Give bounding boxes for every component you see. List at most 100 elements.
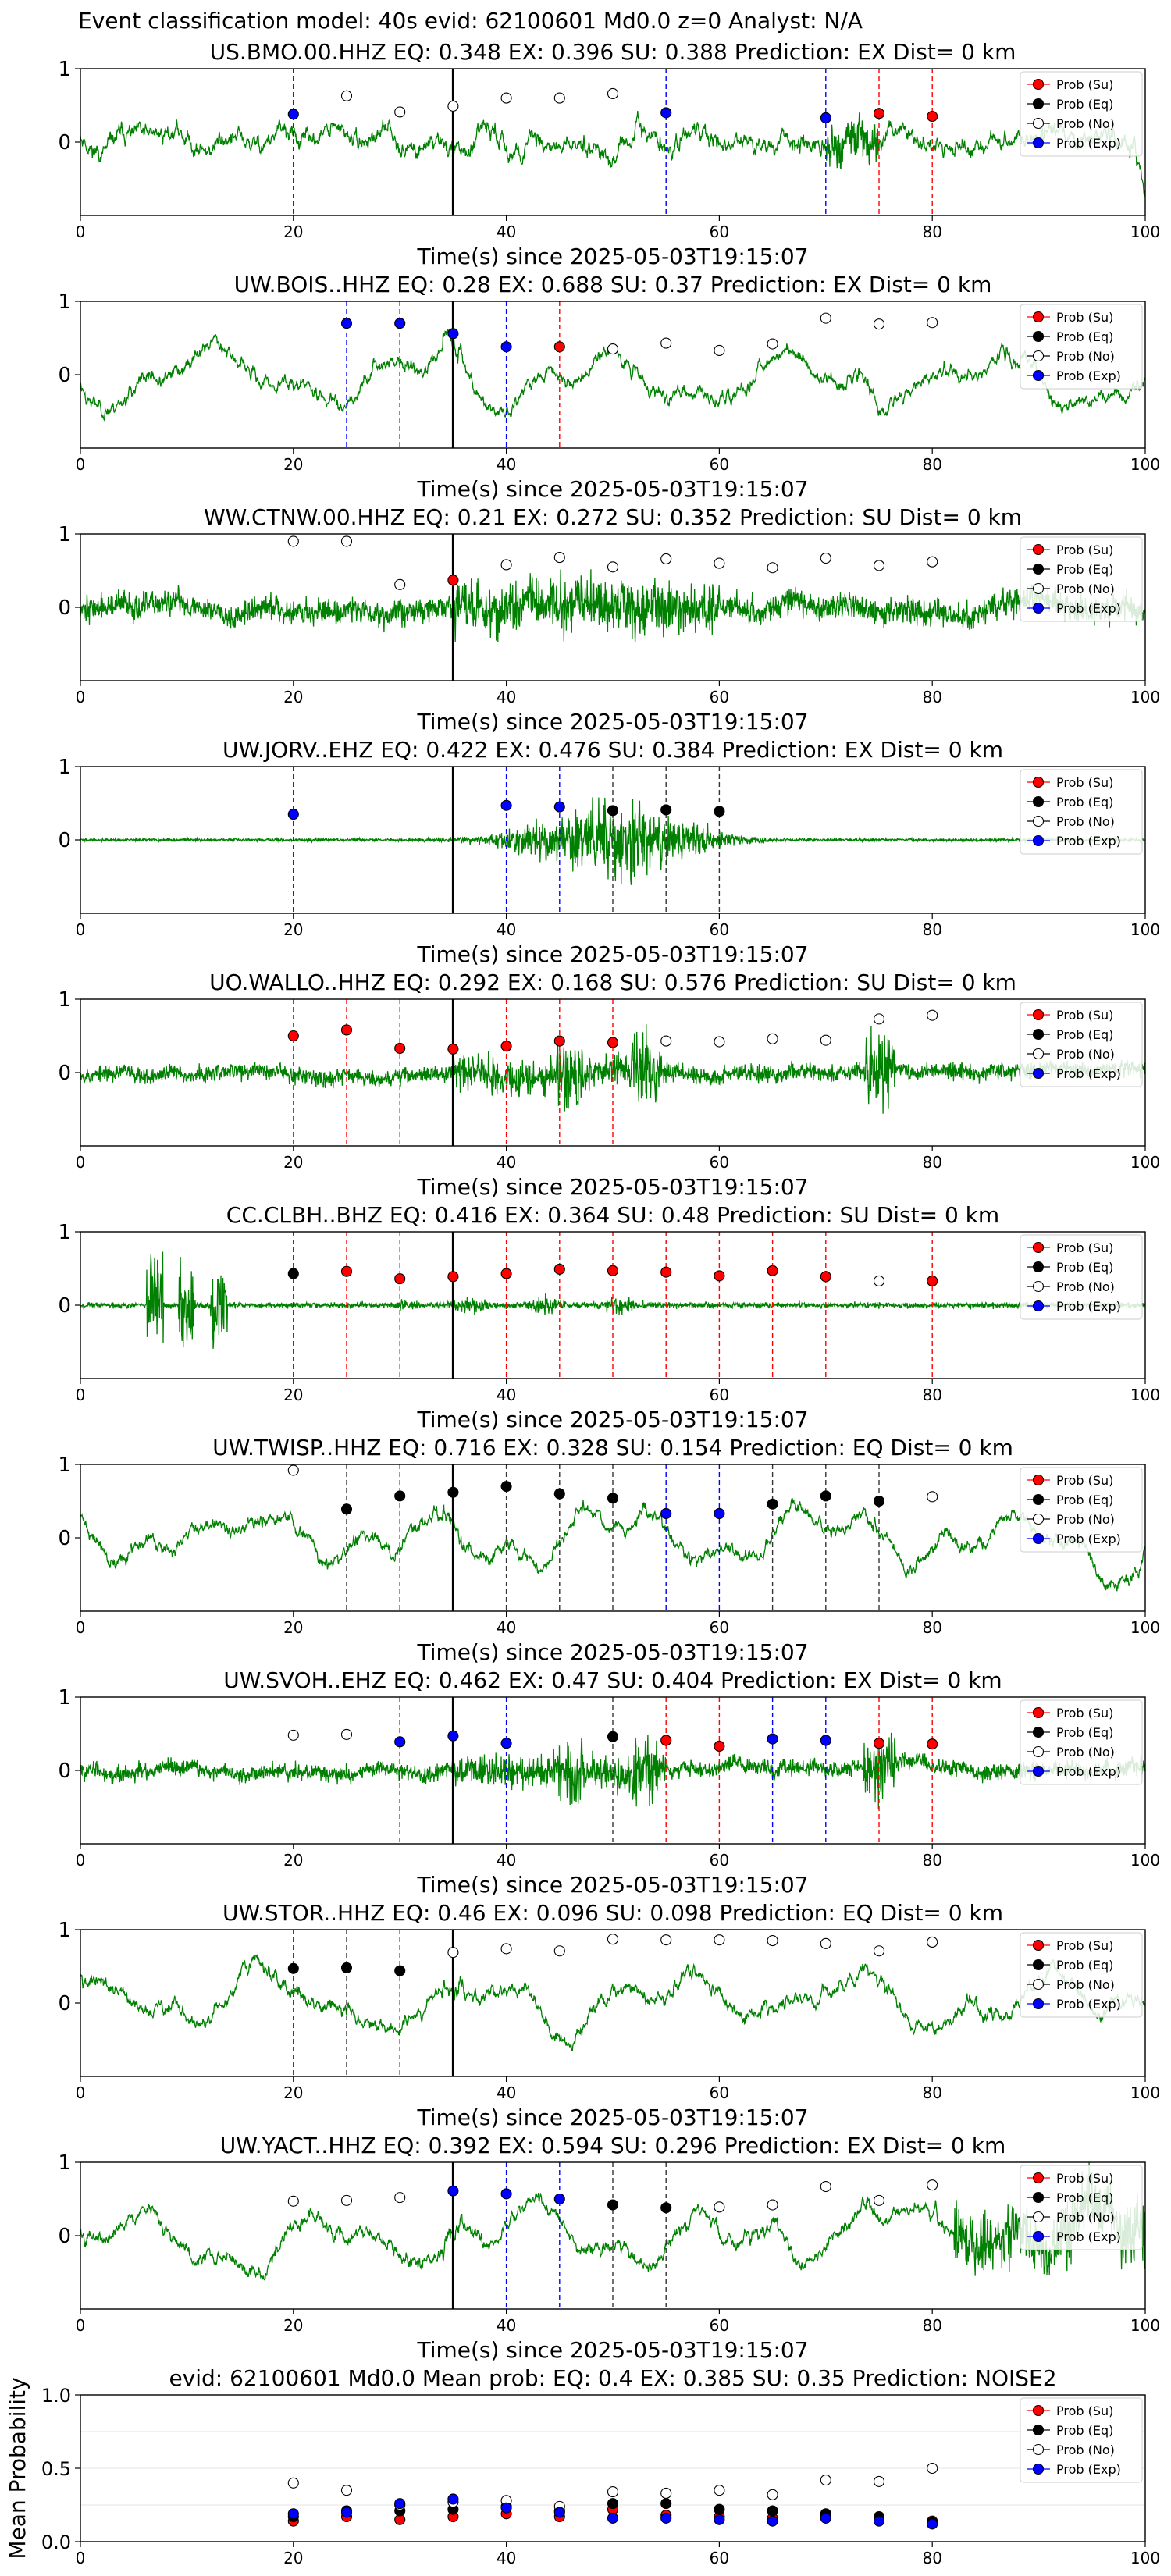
panel-6-x-tick-label: 100 (1130, 1386, 1160, 1404)
panel-1-legend-label-exp: Prob (Exp) (1056, 136, 1121, 151)
panel-11-x-tick-label: 60 (710, 2549, 729, 2567)
panel-7-prob-point-eq (500, 1481, 512, 1493)
panel-6-y-tick-label: 1 (58, 1221, 71, 1244)
panel-9-x-tick-label: 80 (922, 2083, 941, 2102)
panel-5-legend-label-exp: Prob (Exp) (1056, 1066, 1121, 1081)
panel-5-legend-marker-no (1032, 1048, 1045, 1060)
panel-4-x-tick-label: 80 (922, 920, 941, 939)
panel-4-legend-marker-eq (1032, 795, 1045, 808)
panel-7-prob-point-eq (553, 1488, 565, 1500)
panel-3-prob-point-no (873, 560, 885, 571)
panel-2-prob-point-no (767, 338, 778, 350)
panel-5-prob-point-no (767, 1033, 778, 1044)
panel-7-legend-marker-su (1032, 1474, 1045, 1486)
panel-8-prob-point-su (660, 1735, 672, 1746)
panel-7-prob-point-exp (660, 1507, 672, 1520)
panel-1-prob-point-no (500, 92, 512, 104)
panel-8-xlabel: Time(s) since 2025-05-03T19:15:07 (416, 1872, 808, 1898)
panel-11-x-tick-label: 20 (283, 2549, 303, 2567)
panel-4-legend-marker-exp (1032, 834, 1045, 847)
panel-9-legend-label-eq: Prob (Eq) (1056, 1958, 1113, 1973)
panel-8-prob-point-su (873, 1738, 885, 1749)
panel-7-x-tick-label: 20 (283, 1618, 303, 1637)
panel-9: UW.STOR..HHZ EQ: 0.46 EX: 0.096 SU: 0.09… (58, 1900, 1160, 2130)
panel-9-prob-point-eq (287, 1962, 299, 1974)
panel-11-prob-point-exp (820, 2512, 831, 2524)
panel-1: US.BMO.00.HHZ EQ: 0.348 EX: 0.396 SU: 0.… (58, 39, 1160, 269)
panel-8-legend-marker-no (1032, 1745, 1045, 1758)
panel-11-x-tick-label: 80 (922, 2549, 941, 2567)
panel-3-prob-point-no (287, 535, 299, 547)
panel-10-x-tick-label: 0 (76, 2316, 86, 2335)
panel-6-legend-label-eq: Prob (Eq) (1056, 1260, 1113, 1275)
panel-2-x-tick-label: 80 (922, 455, 941, 474)
panel-2-prob-point-no (873, 318, 885, 330)
panel-6-xlabel: Time(s) since 2025-05-03T19:15:07 (416, 1407, 808, 1432)
panel-1-prob-point-exp (820, 112, 831, 124)
panel-9-legend-label-no: Prob (No) (1056, 1977, 1115, 1992)
panel-11-prob-point-exp (714, 2514, 725, 2525)
panel-6-prob-point-su (340, 1265, 353, 1277)
panel-11-prob-point-exp (660, 2512, 672, 2524)
panel-11-legend-marker-su (1032, 2404, 1045, 2417)
panel-3-legend-label-eq: Prob (Eq) (1056, 562, 1113, 577)
panel-10-xlabel: Time(s) since 2025-05-03T19:15:07 (416, 2337, 808, 2363)
panel-1-x-tick-label: 40 (497, 222, 516, 241)
panel-11-legend-label-eq: Prob (Eq) (1056, 2423, 1113, 2438)
panel-1-y-tick-label: 0 (58, 131, 71, 155)
panel-10-x-tick-label: 60 (710, 2316, 729, 2335)
panel-8-prob-point-eq (607, 1731, 619, 1742)
panel-11-x-tick-label: 40 (497, 2549, 516, 2567)
panel-6-prob-point-su (553, 1263, 565, 1275)
panel-6-legend-label-su: Prob (Su) (1056, 1240, 1113, 1255)
panel-9-prob-point-no (820, 1937, 831, 1949)
panel-4-legend-marker-su (1032, 776, 1045, 788)
panel-1-title: US.BMO.00.HHZ EQ: 0.348 EX: 0.396 SU: 0.… (210, 39, 1016, 65)
panel-5: UO.WALLO..HHZ EQ: 0.292 EX: 0.168 SU: 0.… (58, 970, 1160, 1200)
panel-3-prob-point-no (500, 559, 512, 571)
panel-10-prob-point-no (873, 2194, 885, 2206)
panel-10-y-tick-label: 0 (58, 2225, 71, 2248)
panel-6-prob-point-su (927, 1275, 938, 1287)
panel-10-x-tick-label: 40 (497, 2316, 516, 2335)
panel-10-prob-point-no (714, 2201, 725, 2213)
panel-5-title: UO.WALLO..HHZ EQ: 0.292 EX: 0.168 SU: 0.… (209, 970, 1016, 995)
panel-11-prob-point-exp (553, 2507, 565, 2518)
panel-2-prob-point-exp (500, 341, 512, 353)
panel-1-prob-point-su (927, 111, 938, 123)
panel-8-legend-label-su: Prob (Su) (1056, 1706, 1113, 1720)
panel-2-xlabel: Time(s) since 2025-05-03T19:15:07 (416, 476, 808, 502)
panel-10-prob-point-no (927, 2179, 938, 2191)
panel-8-y-tick-label: 0 (58, 1759, 71, 1783)
panel-11-y-tick-label: 1.0 (41, 2385, 71, 2407)
panel-11-prob-point-exp (927, 2518, 938, 2530)
panel-2-prob-point-no (927, 317, 938, 329)
panel-8: UW.SVOH..EHZ EQ: 0.462 EX: 0.47 SU: 0.40… (58, 1667, 1160, 1898)
panel-9-prob-point-no (767, 1935, 778, 1947)
panel-10-prob-point-eq (660, 2202, 672, 2214)
panel-8-prob-point-su (927, 1738, 938, 1750)
panel-2-x-tick-label: 20 (283, 455, 303, 474)
panel-5-xlabel: Time(s) since 2025-05-03T19:15:07 (416, 1174, 808, 1200)
panel-5-prob-point-su (394, 1042, 406, 1055)
panel-5-waveform (80, 1024, 1146, 1114)
panel-4-prob-point-eq (714, 806, 725, 817)
panel-3-legend-marker-no (1032, 582, 1045, 595)
panel-4-x-tick-label: 100 (1130, 920, 1160, 939)
panel-2-prob-point-no (660, 337, 672, 349)
panel-10-legend-marker-su (1032, 2172, 1045, 2184)
panel-10-y-tick-label: 1 (58, 2151, 71, 2175)
panel-1-prob-point-su (873, 108, 885, 119)
panel-5-legend-box (1020, 1002, 1143, 1087)
panel-7-title: UW.TWISP..HHZ EQ: 0.716 EX: 0.328 SU: 0.… (212, 1435, 1013, 1461)
panel-6-prob-point-su (820, 1271, 831, 1283)
panel-5-x-tick-label: 20 (283, 1153, 303, 1172)
panel-9-legend-label-exp: Prob (Exp) (1056, 1997, 1121, 2012)
panel-9-prob-point-no (873, 1945, 885, 1957)
panel-6-x-tick-label: 80 (922, 1386, 941, 1404)
panel-8-y-tick-label: 1 (58, 1686, 71, 1710)
panel-5-prob-point-su (340, 1024, 353, 1036)
panel-9-prob-point-no (660, 1934, 672, 1946)
panel-3-xlabel: Time(s) since 2025-05-03T19:15:07 (416, 709, 808, 735)
